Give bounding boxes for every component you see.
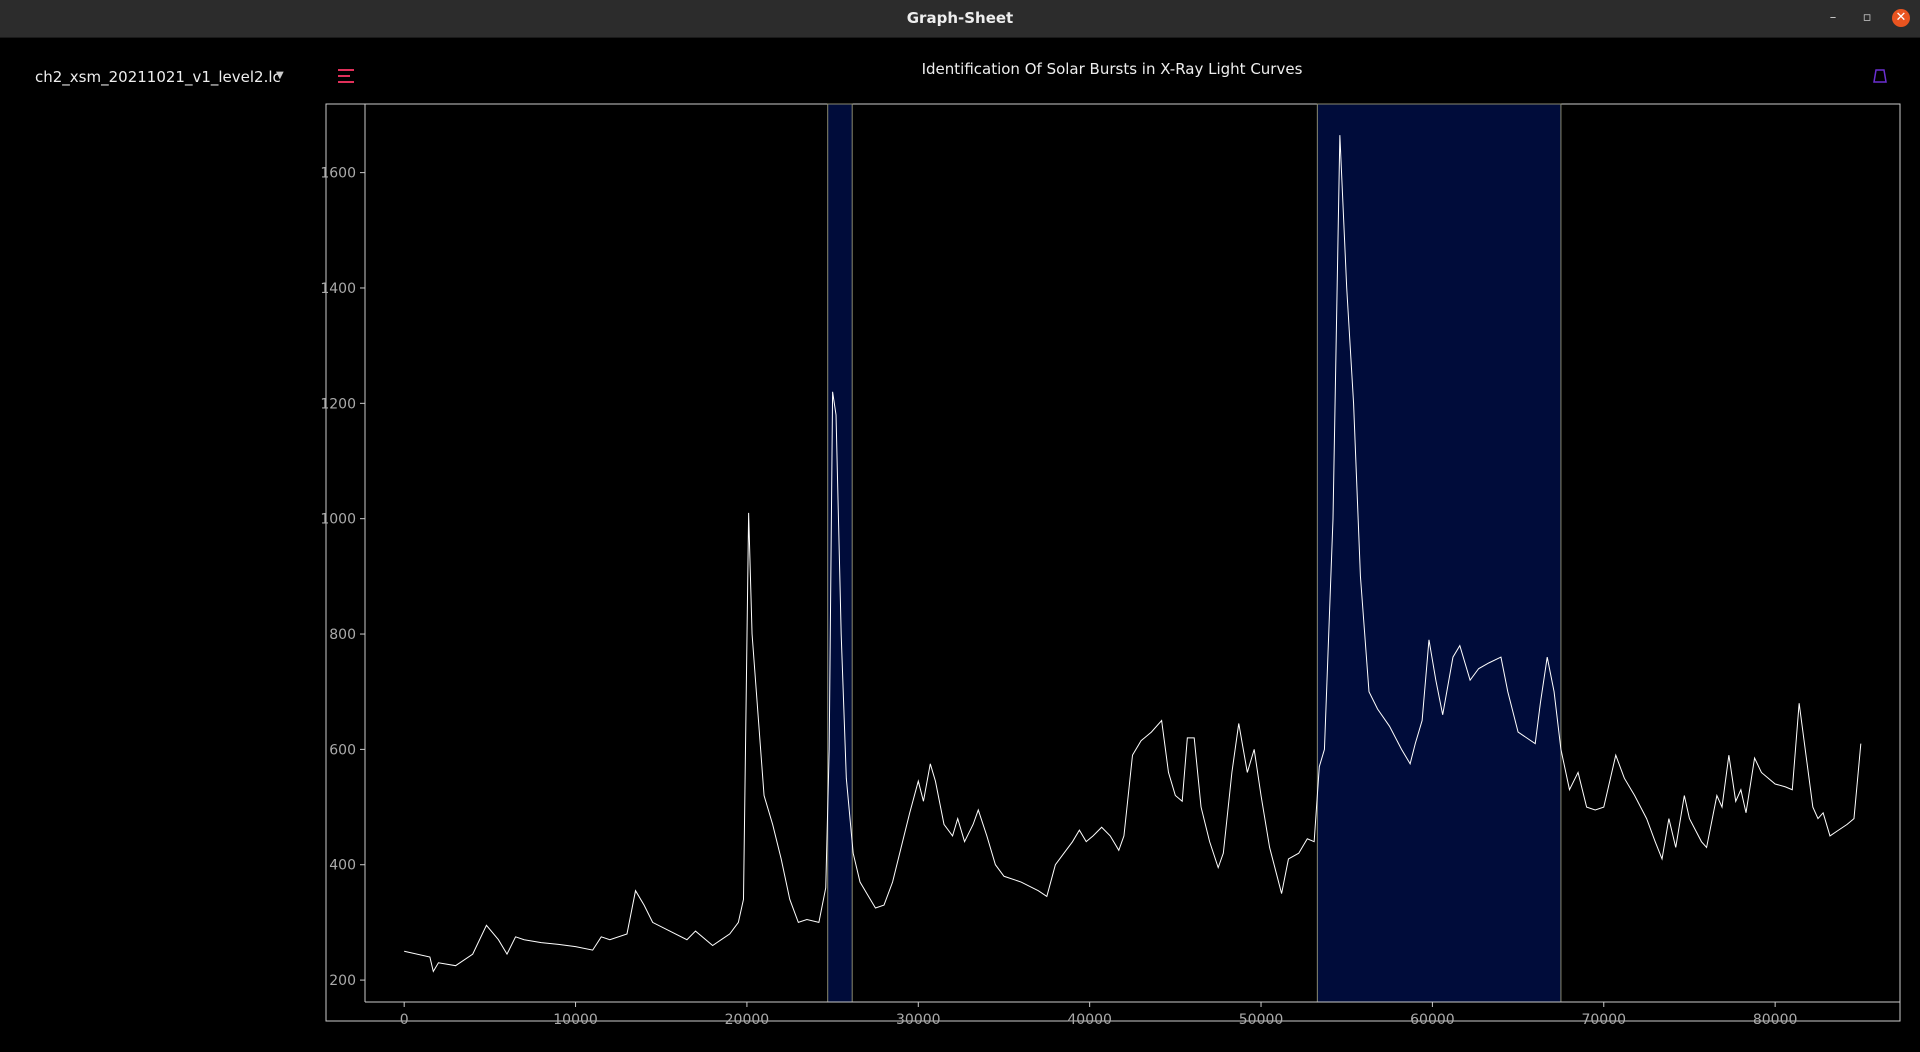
x-tick-label: 20000 xyxy=(725,1012,770,1028)
maximize-button[interactable]: ▫ xyxy=(1862,10,1872,25)
chart-title: Identification Of Solar Bursts in X-Ray … xyxy=(922,60,1303,78)
file-dropdown[interactable]: ch2_xsm_20211021_v1_level2.lc xyxy=(35,68,281,86)
y-tick-label: 1000 xyxy=(320,512,356,528)
x-tick-label: 40000 xyxy=(1067,1012,1112,1028)
x-tick-label: 0 xyxy=(400,1012,409,1028)
x-tick-label: 30000 xyxy=(896,1012,941,1028)
light-curve xyxy=(404,135,1862,973)
title-bar: Graph-Sheet – ▫ ✕ xyxy=(0,0,1920,38)
y-tick-label: 400 xyxy=(329,858,356,874)
y-tick-label: 1600 xyxy=(320,166,356,182)
chart: Identification Of Solar Bursts in X-Ray … xyxy=(320,60,1901,1028)
y-tick-label: 600 xyxy=(329,742,356,758)
x-tick-label: 80000 xyxy=(1753,1012,1798,1028)
highlight-region xyxy=(1316,103,1562,1003)
y-tick-label: 800 xyxy=(329,627,356,643)
x-tick-label: 50000 xyxy=(1239,1012,1284,1028)
close-button[interactable]: ✕ xyxy=(1892,9,1910,27)
minimize-button[interactable]: – xyxy=(1829,10,1837,25)
window-title: Graph-Sheet xyxy=(906,9,1014,27)
x-tick-label: 10000 xyxy=(553,1012,598,1028)
plot-frame xyxy=(325,103,1901,1022)
x-tick-label: 60000 xyxy=(1410,1012,1455,1028)
menu-button[interactable] xyxy=(330,64,362,88)
y-tick-label: 200 xyxy=(329,973,356,989)
y-tick-label: 1200 xyxy=(320,396,356,412)
x-tick-label: 70000 xyxy=(1581,1012,1626,1028)
y-tick-label: 1400 xyxy=(320,281,356,297)
dropdown-caret[interactable]: ▼ xyxy=(276,70,284,81)
export-button[interactable] xyxy=(1868,64,1892,88)
